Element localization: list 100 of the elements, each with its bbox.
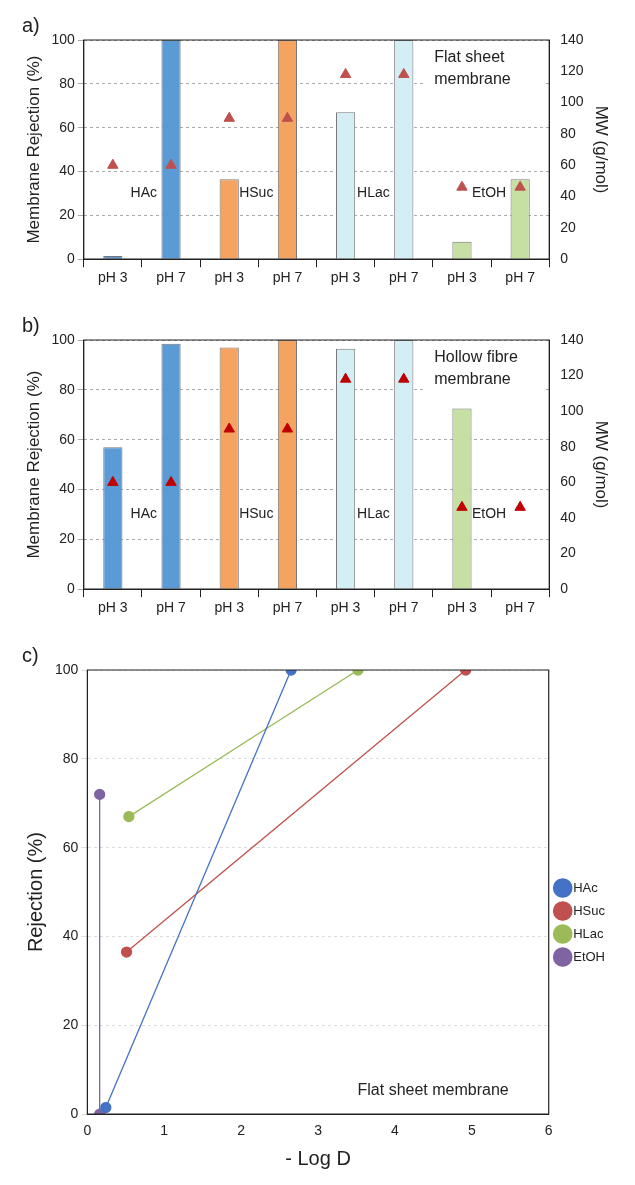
x-tick-label: 5: [467, 1122, 476, 1139]
x-tick-label: pH 7: [388, 599, 419, 616]
point: [514, 500, 526, 511]
point: [339, 372, 352, 383]
y-tick-label: 100: [51, 30, 75, 47]
y2-tick-label: 20: [560, 218, 577, 235]
x-tick-label: 0: [83, 1122, 92, 1139]
y-tick-label: 0: [70, 1105, 79, 1122]
x-tick-label: pH 3: [447, 269, 477, 286]
x-tick-label: pH 3: [447, 599, 477, 616]
y2-tick-label: 120: [560, 62, 584, 79]
y2-tick-label: 100: [560, 93, 584, 110]
x-tick-label: pH 7: [272, 599, 303, 616]
x-tick-label: pH 7: [272, 269, 303, 286]
y-tick-label: 0: [66, 580, 75, 597]
y-tick-label: 100: [55, 660, 79, 677]
x-tick-label: pH 3: [330, 269, 361, 286]
point: [514, 180, 526, 191]
y-axis-title: Rejection (%): [23, 832, 46, 953]
point: [398, 67, 410, 78]
x-tick-label: pH 3: [214, 269, 245, 286]
y2-tick-label: 80: [560, 437, 577, 454]
y2-tick-label: 0: [560, 580, 569, 597]
x-tick-label: pH 7: [388, 269, 419, 286]
point: [107, 475, 119, 486]
x-tick-label: pH 7: [505, 599, 536, 616]
x-tick-label: pH 3: [214, 599, 245, 616]
y-tick-label: 100: [51, 330, 75, 347]
annotation: EtOH: [471, 505, 507, 522]
annotation: Flat sheet membrane: [434, 48, 511, 88]
x-tick-label: pH 7: [505, 269, 536, 286]
point: [165, 158, 177, 169]
legend-label: HSuc: [573, 902, 606, 918]
y-tick-label: 40: [62, 927, 79, 944]
annotation: HAc: [130, 505, 158, 522]
annotation: Flat sheet membrane: [357, 1080, 509, 1098]
point: [339, 67, 352, 78]
point: [281, 422, 294, 433]
y2-axis-title: MW (g/mol): [592, 105, 612, 194]
x-tick-label: 4: [391, 1122, 400, 1139]
y-tick-label: 80: [59, 74, 75, 91]
annotation: HSuc: [239, 505, 274, 522]
y2-tick-label: 20: [560, 544, 577, 561]
y-tick-label: 20: [59, 206, 75, 223]
y2-tick-label: 40: [560, 508, 577, 525]
x-tick-label: pH 7: [156, 599, 187, 616]
y2-axis-title: MW (g/mol): [592, 420, 612, 509]
y2-tick-label: 60: [560, 156, 577, 173]
y2-tick-label: 140: [560, 330, 584, 347]
y-tick-label: 20: [59, 530, 75, 547]
annotation: HAc: [130, 184, 158, 201]
y2-tick-label: 120: [560, 366, 584, 383]
text: a): [22, 13, 40, 36]
y-axis-title: Membrane Rejection (%): [23, 55, 43, 244]
point: [223, 111, 235, 122]
x-tick-label: pH 7: [156, 269, 187, 286]
point: [456, 500, 468, 511]
legend-label: HLac: [573, 925, 605, 941]
y-tick-label: 20: [62, 1016, 79, 1033]
y-tick-label: 80: [59, 380, 75, 397]
point: [398, 372, 410, 383]
y-tick-label: 40: [59, 162, 75, 179]
point: [456, 180, 468, 191]
x-tick-label: 1: [160, 1122, 169, 1139]
y2-tick-label: 0: [560, 250, 569, 267]
legend-label: EtOH: [573, 948, 606, 964]
x-axis-title: - Log D: [285, 1146, 351, 1169]
annotation: HLac: [357, 184, 390, 201]
annotation: EtOH: [471, 184, 507, 201]
text: b): [22, 313, 40, 336]
text: c): [22, 643, 39, 666]
y2-tick-label: 140: [560, 30, 584, 47]
y-tick-label: 60: [59, 118, 75, 135]
x-tick-label: 6: [544, 1122, 553, 1139]
y-tick-label: 60: [59, 430, 75, 447]
y-tick-label: 0: [66, 250, 75, 267]
point: [107, 158, 119, 169]
y2-tick-label: 80: [560, 124, 577, 141]
point: [123, 810, 135, 823]
point: [223, 422, 235, 433]
point: [94, 788, 106, 801]
y2-tick-label: 40: [560, 187, 577, 204]
x-tick-label: pH 3: [98, 269, 128, 286]
point: [120, 946, 133, 958]
annotation: HLac: [357, 505, 390, 522]
annotation: HSuc: [239, 184, 274, 201]
y-axis-title: Membrane Rejection (%): [23, 370, 43, 559]
x-tick-label: 2: [237, 1122, 246, 1139]
point: [165, 475, 177, 486]
x-tick-label: 3: [314, 1122, 323, 1139]
y2-tick-label: 100: [560, 402, 584, 419]
point: [281, 111, 294, 122]
y2-tick-label: 60: [560, 473, 577, 490]
x-tick-label: pH 3: [98, 599, 128, 616]
y-tick-label: 60: [62, 838, 79, 855]
y-tick-label: 80: [62, 749, 79, 766]
y-tick-label: 40: [59, 480, 75, 497]
legend-label: HAc: [573, 879, 599, 895]
annotation: Hollow fibre membrane: [434, 348, 518, 388]
x-tick-label: pH 3: [330, 599, 361, 616]
